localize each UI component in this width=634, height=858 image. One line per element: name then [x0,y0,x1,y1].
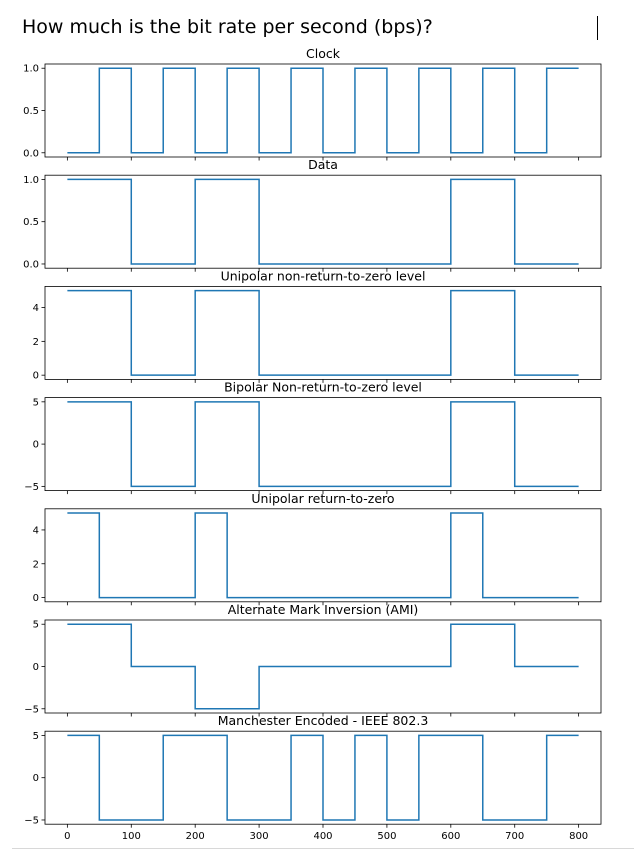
y-tick-label: 0.5 [23,217,39,228]
chart-title: Unipolar non-return-to-zero level [221,268,426,283]
y-tick-label: 0 [33,662,39,673]
series-line [67,623,579,710]
chart-title: Manchester Encoded - IEEE 802.3 [218,713,429,728]
chart-panel-1: Clock 0.0 0.5 1.0 [23,46,602,161]
y-tick-label: 2 [33,559,39,570]
text-cursor [597,16,598,40]
chart-title: Clock [306,46,341,61]
y-tick-label: 4 [33,525,39,536]
plot-frame [44,397,602,492]
series-line [67,512,579,599]
series-line [67,289,579,376]
y-tick-label: 0 [33,440,39,451]
x-tick-label: 500 [377,831,396,842]
chart-title: Bipolar Non-return-to-zero level [224,380,422,395]
y-tick-label: 4 [33,303,39,314]
chart-title: Unipolar return-to-zero [251,491,394,506]
series-line [67,67,579,154]
chart-title: Data [308,157,338,172]
y-tick-label: −5 [24,704,39,715]
plot-frame [44,285,602,380]
series-line [67,178,579,265]
chart-panel-4: Bipolar Non-return-to-zero level −5 0 5 [24,380,602,495]
x-tick-label: 400 [313,831,332,842]
plot-frame [44,508,602,603]
y-tick-label: 1.0 [23,175,39,186]
y-tick-label: 0 [33,593,39,604]
x-tick-label: 700 [505,831,524,842]
x-tick-label: 800 [569,831,588,842]
y-tick-label: 5 [33,731,39,742]
y-tick-label: 1.0 [23,64,39,75]
y-tick-label: 5 [33,620,39,631]
x-tick-label: 600 [441,831,460,842]
y-tick-label: 0 [33,371,39,382]
y-tick-label: −5 [24,815,39,826]
y-tick-label: 0 [33,773,39,784]
x-tick-label: 300 [250,831,269,842]
question-text: How much is the bit rate per second (bps… [22,16,433,38]
chart-panel-2: Data 0.0 0.5 1.0 [23,157,602,272]
y-tick-label: 5 [33,397,39,408]
y-tick-label: 2 [33,337,39,348]
chart-panel-5: Unipolar return-to-zero 0 2 4 [33,491,602,606]
y-tick-label: 0.0 [23,259,39,270]
series-line [67,734,579,821]
y-tick-label: 0.5 [23,106,39,117]
x-tick-label: 0 [64,831,70,842]
x-tick-label: 100 [122,831,141,842]
y-tick-label: −5 [24,482,39,493]
plot-frame [44,174,602,269]
x-tick-label: 200 [186,831,205,842]
series-line [67,401,579,488]
chart-title: Alternate Mark Inversion (AMI) [228,602,419,617]
chart-panel-3: Unipolar non-return-to-zero level 0 2 4 [33,268,602,383]
y-tick-label: 0.0 [23,148,39,159]
chart-panel-6: Alternate Mark Inversion (AMI) −5 0 5 [24,602,602,717]
bottom-divider [12,848,634,849]
